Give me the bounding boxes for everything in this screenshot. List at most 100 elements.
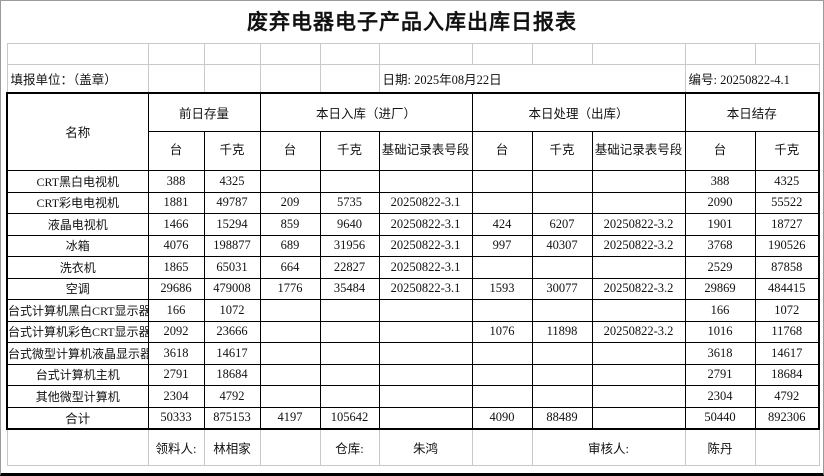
- cell-prev-units: 2092: [147, 320, 205, 343]
- grid-cell: [147, 43, 205, 65]
- cell-prev-kg: 49787: [203, 191, 261, 214]
- total-in-units: 4197: [259, 406, 321, 430]
- cell-prev-kg: 23666: [203, 320, 261, 343]
- total-out-record: [591, 406, 686, 430]
- cell-out-record: [591, 363, 686, 386]
- grid-cell: [259, 43, 321, 65]
- cell-item-name: CRT黑白电视机: [6, 170, 149, 193]
- cell-out-kg: [531, 191, 593, 214]
- report-date: 日期: 2025年08月22日: [378, 64, 686, 93]
- cell-out-record: [591, 299, 686, 322]
- filing-unit-label: 填报单位：（盖章）: [6, 64, 149, 93]
- total-out-kg: 88489: [531, 406, 593, 430]
- report-number: 编号: 20250822-4.1: [684, 64, 820, 93]
- cell-out-units: [471, 191, 533, 214]
- table-row: CRT黑白电视机 388 4325 388 4325: [6, 170, 820, 193]
- cell-out-kg: [531, 256, 593, 279]
- grid-cell: [471, 43, 533, 65]
- cell-in-units: [259, 342, 321, 365]
- col-group-previous-stock: 前日存量: [147, 91, 261, 132]
- cell-out-units: [471, 256, 533, 279]
- cell-bal-units: 2304: [684, 385, 756, 408]
- cell-bal-kg: 4792: [754, 385, 820, 408]
- table-row: 台式微型计算机液晶显示器 3618 14617 3618 14617: [6, 342, 820, 365]
- cell-prev-units: 166: [147, 299, 205, 322]
- cell-bal-kg: 4325: [754, 170, 820, 193]
- total-in-record: [378, 406, 473, 430]
- cell-in-record: [378, 299, 473, 322]
- cell-prev-units: 2304: [147, 385, 205, 408]
- cell-in-record: 20250822-3.1: [378, 234, 473, 257]
- cell-prev-kg: 4792: [203, 385, 261, 408]
- cell-prev-units: 1881: [147, 191, 205, 214]
- grid-cell: [6, 428, 149, 466]
- cell-bal-kg: 11768: [754, 320, 820, 343]
- cell-in-record: [378, 342, 473, 365]
- total-label: 合计: [6, 406, 149, 430]
- cell-out-kg: 11898: [531, 320, 593, 343]
- info-row: 填报单位：（盖章） 日期: 2025年08月22日 编号: 20250822-4…: [6, 64, 820, 93]
- grid-cell: [203, 43, 261, 65]
- signature-row: 领料人: 林相家 仓库: 朱鸿 审核人: 陈丹: [6, 428, 820, 466]
- cell-in-record: [378, 385, 473, 408]
- cell-in-units: [259, 299, 321, 322]
- cell-bal-units: 1901: [684, 213, 756, 236]
- col-header-bal-units: 台: [684, 131, 756, 171]
- cell-item-name: 台式计算机彩色CRT显示器: [6, 320, 149, 343]
- cell-bal-units: 3768: [684, 234, 756, 257]
- cell-bal-units: 2529: [684, 256, 756, 279]
- col-header-out-units: 台: [471, 131, 533, 171]
- cell-out-record: 20250822-3.2: [591, 213, 686, 236]
- table-row: 台式计算机主机 2791 18684 2791 18684: [6, 363, 820, 386]
- cell-bal-kg: 18727: [754, 213, 820, 236]
- total-prev-kg: 875153: [203, 406, 261, 430]
- spacer-row: [6, 43, 820, 65]
- cell-in-units: [259, 320, 321, 343]
- cell-bal-units: 3618: [684, 342, 756, 365]
- cell-out-kg: 30077: [531, 277, 593, 300]
- cell-out-record: [591, 342, 686, 365]
- cell-in-units: [259, 170, 321, 193]
- cell-bal-units: 29869: [684, 277, 756, 300]
- cell-in-kg: 31956: [319, 234, 380, 257]
- cell-out-units: [471, 385, 533, 408]
- cell-out-units: [471, 170, 533, 193]
- header-row-subcolumns: 台 千克 台 千克 基础记录表号段 台 千克 基础记录表号段 台 千克: [7, 131, 820, 171]
- page-title: 废弃电器电子产品入库出库日报表: [247, 11, 577, 34]
- cell-prev-kg: 1072: [203, 299, 261, 322]
- cell-in-units: [259, 363, 321, 386]
- cell-item-name: 台式微型计算机液晶显示器: [6, 342, 149, 365]
- total-bal-kg: 892306: [754, 406, 820, 430]
- cell-bal-units: 2791: [684, 363, 756, 386]
- cell-out-kg: [531, 342, 593, 365]
- cell-in-units: 1776: [259, 277, 321, 300]
- cell-prev-kg: 14617: [203, 342, 261, 365]
- cell-prev-kg: 4325: [203, 170, 261, 193]
- col-group-balance: 本日结存: [684, 91, 820, 132]
- grid-cell: [319, 43, 380, 65]
- table-row: 冰箱 4076 198877 689 31956 20250822-3.1 99…: [6, 234, 820, 257]
- cell-out-units: [471, 342, 533, 365]
- grid-cell: [754, 428, 820, 466]
- cell-prev-units: 2791: [147, 363, 205, 386]
- table-row: 空调 29686 479008 1776 35484 20250822-3.1 …: [6, 277, 820, 300]
- grid-cell: [147, 64, 205, 93]
- cell-bal-units: 388: [684, 170, 756, 193]
- cell-in-kg: 9640: [319, 213, 380, 236]
- cell-prev-kg: 479008: [203, 277, 261, 300]
- cell-out-units: 1593: [471, 277, 533, 300]
- cell-prev-kg: 18684: [203, 363, 261, 386]
- cell-out-units: 424: [471, 213, 533, 236]
- picker-label: 领料人:: [147, 428, 205, 466]
- total-bal-units: 50440: [684, 406, 756, 430]
- cell-bal-kg: 190526: [754, 234, 820, 257]
- cell-prev-units: 4076: [147, 234, 205, 257]
- cell-in-kg: [319, 385, 380, 408]
- cell-bal-kg: 87858: [754, 256, 820, 279]
- cell-bal-kg: 484415: [754, 277, 820, 300]
- cell-item-name: 其他微型计算机: [6, 385, 149, 408]
- cell-prev-kg: 65031: [203, 256, 261, 279]
- cell-out-record: [591, 191, 686, 214]
- cell-in-record: 20250822-3.1: [378, 277, 473, 300]
- col-header-in-record: 基础记录表号段: [378, 131, 473, 171]
